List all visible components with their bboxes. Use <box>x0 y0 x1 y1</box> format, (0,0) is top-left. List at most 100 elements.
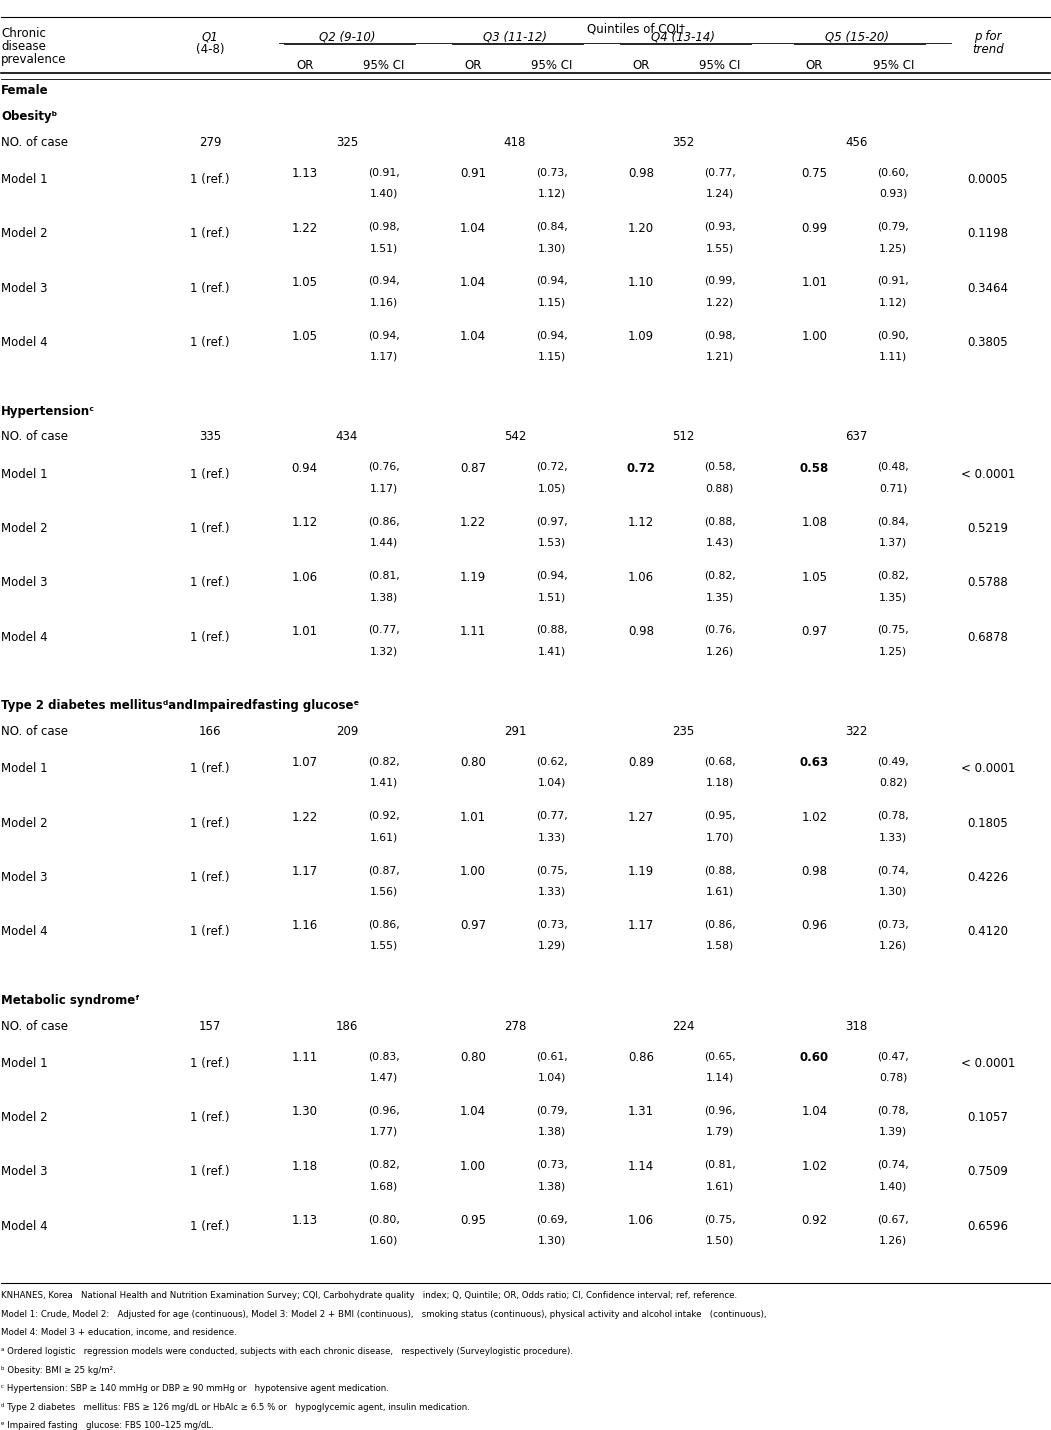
Text: (0.90,: (0.90, <box>878 330 909 340</box>
Text: (0.68,: (0.68, <box>704 756 736 766</box>
Text: 1.41): 1.41) <box>370 778 397 788</box>
Text: Chronic: Chronic <box>1 27 46 40</box>
Text: 1.16: 1.16 <box>292 919 317 932</box>
Text: Model 2: Model 2 <box>1 227 47 240</box>
Text: 1.43): 1.43) <box>706 538 734 548</box>
Text: 0.94: 0.94 <box>292 462 317 475</box>
Text: 1.29): 1.29) <box>538 941 565 951</box>
Text: ᵃ Ordered logistic   regression models were conducted, subjects with each chroni: ᵃ Ordered logistic regression models wer… <box>1 1347 573 1356</box>
Text: 1.17): 1.17) <box>370 352 397 362</box>
Text: 1.04: 1.04 <box>460 330 486 343</box>
Text: 1.61): 1.61) <box>706 1181 734 1191</box>
Text: 1.04: 1.04 <box>460 222 486 235</box>
Text: 0.5219: 0.5219 <box>967 522 1009 535</box>
Text: 224: 224 <box>672 1020 695 1032</box>
Text: (0.87,: (0.87, <box>368 865 399 875</box>
Text: (0.79,: (0.79, <box>536 1105 568 1115</box>
Text: Model 1: Model 1 <box>1 1057 47 1070</box>
Text: 1.25): 1.25) <box>880 243 907 253</box>
Text: < 0.0001: < 0.0001 <box>961 1057 1015 1070</box>
Text: 1.32): 1.32) <box>370 646 397 656</box>
Text: Model 1: Crude, Model 2:   Adjusted for age (continuous), Model 3: Model 2 + BMI: Model 1: Crude, Model 2: Adjusted for ag… <box>1 1310 766 1318</box>
Text: 0.7509: 0.7509 <box>968 1165 1008 1178</box>
Text: 1.17): 1.17) <box>370 483 397 493</box>
Text: Hypertensionᶜ: Hypertensionᶜ <box>1 405 95 418</box>
Text: 1.56): 1.56) <box>370 887 397 897</box>
Text: (0.75,: (0.75, <box>704 1214 736 1224</box>
Text: (0.73,: (0.73, <box>536 167 568 177</box>
Text: 1.30): 1.30) <box>538 1236 565 1246</box>
Text: 1 (ref.): 1 (ref.) <box>190 227 230 240</box>
Text: 0.91: 0.91 <box>460 167 486 180</box>
Text: 1 (ref.): 1 (ref.) <box>190 173 230 186</box>
Text: (0.94,: (0.94, <box>368 330 399 340</box>
Text: 1.35): 1.35) <box>706 592 734 602</box>
Text: (0.94,: (0.94, <box>536 330 568 340</box>
Text: 1.08: 1.08 <box>802 516 827 529</box>
Text: 1.25): 1.25) <box>880 646 907 656</box>
Text: 0.58: 0.58 <box>800 462 829 475</box>
Text: 1.22: 1.22 <box>292 222 317 235</box>
Text: (0.92,: (0.92, <box>368 811 399 821</box>
Text: 278: 278 <box>503 1020 527 1032</box>
Text: (0.75,: (0.75, <box>536 865 568 875</box>
Text: Model 4: Model 4 <box>1 1220 47 1233</box>
Text: 322: 322 <box>845 725 868 738</box>
Text: 1.37): 1.37) <box>880 538 907 548</box>
Text: 1.12): 1.12) <box>880 297 907 307</box>
Text: 0.1805: 0.1805 <box>968 817 1008 829</box>
Text: 0.3464: 0.3464 <box>967 282 1009 295</box>
Text: 1.04): 1.04) <box>538 778 565 788</box>
Text: (0.76,: (0.76, <box>704 625 736 635</box>
Text: 0.75: 0.75 <box>802 167 827 180</box>
Text: NO. of case: NO. of case <box>1 430 68 443</box>
Text: 1.40): 1.40) <box>880 1181 907 1191</box>
Text: 1.18): 1.18) <box>706 778 734 788</box>
Text: 1.05): 1.05) <box>538 483 565 493</box>
Text: 1 (ref.): 1 (ref.) <box>190 576 230 589</box>
Text: (0.76,: (0.76, <box>368 462 399 472</box>
Text: Type 2 diabetes mellitusᵈandImpairedfasting glucoseᵉ: Type 2 diabetes mellitusᵈandImpairedfast… <box>1 699 359 712</box>
Text: 0.1057: 0.1057 <box>968 1111 1008 1124</box>
Text: 1.51): 1.51) <box>538 592 565 602</box>
Text: (0.60,: (0.60, <box>878 167 909 177</box>
Text: 279: 279 <box>199 136 222 149</box>
Text: (0.74,: (0.74, <box>878 865 909 875</box>
Text: 1.68): 1.68) <box>370 1181 397 1191</box>
Text: 1.31: 1.31 <box>628 1105 654 1118</box>
Text: 0.5788: 0.5788 <box>968 576 1008 589</box>
Text: 291: 291 <box>503 725 527 738</box>
Text: 1.05: 1.05 <box>802 571 827 583</box>
Text: 95% CI: 95% CI <box>531 59 573 72</box>
Text: 0.0005: 0.0005 <box>968 173 1008 186</box>
Text: Model 4: Model 4 <box>1 336 47 349</box>
Text: 209: 209 <box>335 725 358 738</box>
Text: (0.77,: (0.77, <box>704 167 736 177</box>
Text: 1.30): 1.30) <box>880 887 907 897</box>
Text: (0.82,: (0.82, <box>368 1160 399 1170</box>
Text: (0.82,: (0.82, <box>704 571 736 581</box>
Text: (0.96,: (0.96, <box>368 1105 399 1115</box>
Text: (0.94,: (0.94, <box>536 571 568 581</box>
Text: 1.04: 1.04 <box>460 1105 486 1118</box>
Text: (0.81,: (0.81, <box>704 1160 736 1170</box>
Text: (0.96,: (0.96, <box>704 1105 736 1115</box>
Text: 235: 235 <box>672 725 695 738</box>
Text: 95% CI: 95% CI <box>363 59 405 72</box>
Text: 1.30: 1.30 <box>292 1105 317 1118</box>
Text: 434: 434 <box>335 430 358 443</box>
Text: 1.17: 1.17 <box>292 865 317 878</box>
Text: 1.13: 1.13 <box>292 167 317 180</box>
Text: Model 1: Model 1 <box>1 762 47 775</box>
Text: (0.93,: (0.93, <box>704 222 736 232</box>
Text: 335: 335 <box>199 430 222 443</box>
Text: 1.05: 1.05 <box>292 330 317 343</box>
Text: Quintiles of CQI†: Quintiles of CQI† <box>586 23 685 36</box>
Text: 1.38): 1.38) <box>538 1181 565 1191</box>
Text: 1.33): 1.33) <box>880 832 907 842</box>
Text: (0.61,: (0.61, <box>536 1051 568 1061</box>
Text: Model 2: Model 2 <box>1 1111 47 1124</box>
Text: 1.17: 1.17 <box>628 919 654 932</box>
Text: 1.16): 1.16) <box>370 297 397 307</box>
Text: (0.67,: (0.67, <box>878 1214 909 1224</box>
